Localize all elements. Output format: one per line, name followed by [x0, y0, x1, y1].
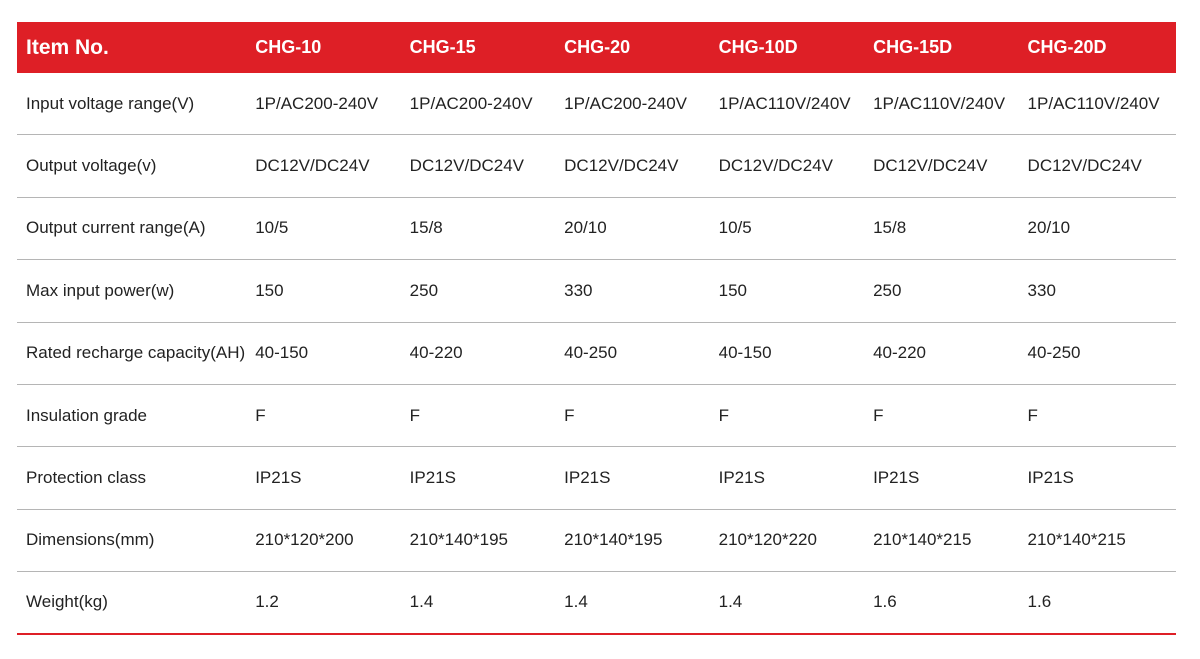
table-row: Output current range(A) 10/5 15/8 20/10 … — [17, 198, 1176, 261]
table-cell: IP21S — [873, 468, 920, 488]
table-cell: IP21S — [1027, 468, 1074, 488]
table-cell: 210*120*200 — [255, 530, 354, 550]
table-cell: 210*140*195 — [564, 530, 663, 550]
table-cell: IP21S — [409, 468, 456, 488]
table-cell: IP21S — [564, 468, 611, 488]
table-cell: 1.6 — [1027, 592, 1052, 612]
table-cell: F — [409, 405, 421, 425]
table-cell: F — [1027, 405, 1038, 425]
table-cell: 210*140*215 — [873, 530, 972, 550]
table-cell: F — [255, 405, 266, 425]
table-header-row: Item No. CHG-10 CHG-15 CHG-20 CHG-10D CH… — [17, 22, 1176, 73]
table-cell: F — [564, 405, 575, 425]
table-cell: DC12V/DC24V — [564, 156, 679, 176]
header-model-chg-10d: CHG-10D — [718, 37, 798, 57]
table-cell: 1P/AC110V/240V — [1027, 93, 1160, 113]
table-cell: 1.4 — [718, 592, 743, 612]
table-cell: 1.4 — [564, 592, 588, 612]
row-label: Output voltage(v) — [26, 156, 157, 176]
table-cell: 1P/AC200-240V — [409, 93, 533, 113]
table-cell: 1P/AC200-240V — [255, 93, 379, 113]
table-cell: DC12V/DC24V — [873, 156, 988, 176]
header-model-chg-20: CHG-20 — [564, 37, 631, 57]
row-label: Weight(kg) — [26, 592, 108, 612]
header-model-chg-15d: CHG-15D — [873, 37, 953, 57]
table-row: Insulation grade F F F F F F — [17, 385, 1176, 448]
table-cell: IP21S — [718, 468, 765, 488]
table-cell: 1.4 — [409, 592, 434, 612]
table-cell: IP21S — [255, 468, 302, 488]
table-cell: 210*120*220 — [718, 530, 817, 550]
table-row: Output voltage(v) DC12V/DC24V DC12V/DC24… — [17, 135, 1176, 198]
table-cell: 330 — [564, 280, 593, 300]
table-row: Rated recharge capacity(AH) 40-150 40-22… — [17, 323, 1176, 385]
table-cell: F — [873, 405, 884, 425]
row-label: Insulation grade — [26, 405, 147, 425]
table-cell: 1P/AC110V/240V — [873, 93, 1006, 113]
row-label: Output current range(A) — [26, 218, 206, 238]
table-cell: 1.2 — [255, 592, 279, 612]
table-cell: 40-250 — [1027, 343, 1081, 363]
table-cell: 10/5 — [718, 218, 752, 238]
row-label: Input voltage range(V) — [26, 93, 195, 113]
table-cell: 1P/AC110V/240V — [718, 93, 851, 113]
table-cell: 1P/AC200-240V — [564, 93, 688, 113]
table-cell: 10/5 — [255, 218, 289, 238]
table-row: Dimensions(mm) 210*120*200 210*140*195 2… — [17, 510, 1176, 573]
row-label: Rated recharge capacity(AH) — [26, 343, 246, 363]
header-item-no: Item No. — [26, 35, 109, 59]
spec-table: Item No. CHG-10 CHG-15 CHG-20 CHG-10D CH… — [17, 22, 1176, 635]
table-cell: 40-150 — [718, 343, 772, 363]
header-model-chg-20d: CHG-20D — [1027, 37, 1107, 57]
header-model-chg-15: CHG-15 — [409, 37, 476, 57]
row-label: Dimensions(mm) — [26, 530, 155, 550]
table-cell: 20/10 — [1027, 218, 1071, 238]
table-cell: DC12V/DC24V — [718, 156, 833, 176]
table-cell: 15/8 — [873, 218, 907, 238]
table-cell: 330 — [1027, 280, 1056, 300]
table-row: Weight(kg) 1.2 1.4 1.4 1.4 1.6 1.6 — [17, 572, 1176, 635]
table-cell: 40-150 — [255, 343, 309, 363]
table-cell: 20/10 — [564, 218, 607, 238]
table-row: Protection class IP21S IP21S IP21S IP21S… — [17, 447, 1176, 510]
row-label: Protection class — [26, 468, 146, 488]
table-cell: F — [718, 405, 729, 425]
table-cell: 40-220 — [409, 343, 463, 363]
table-cell: 210*140*195 — [409, 530, 508, 550]
table-cell: 40-250 — [564, 343, 618, 363]
table-cell: DC12V/DC24V — [255, 156, 370, 176]
row-label: Max input power(w) — [26, 280, 175, 300]
table-cell: 40-220 — [873, 343, 927, 363]
table-cell: 1.6 — [873, 592, 897, 612]
table-cell: 150 — [255, 280, 284, 300]
table-cell: DC12V/DC24V — [1027, 156, 1142, 176]
table-row: Max input power(w) 150 250 330 150 250 3… — [17, 260, 1176, 323]
table-cell: DC12V/DC24V — [409, 156, 524, 176]
header-model-chg-10: CHG-10 — [255, 37, 322, 57]
table-cell: 250 — [409, 280, 439, 300]
table-cell: 210*140*215 — [1027, 530, 1126, 550]
table-cell: 150 — [718, 280, 747, 300]
table-cell: 250 — [873, 280, 902, 300]
table-cell: 15/8 — [409, 218, 443, 238]
table-row: Input voltage range(V) 1P/AC200-240V 1P/… — [17, 73, 1176, 136]
